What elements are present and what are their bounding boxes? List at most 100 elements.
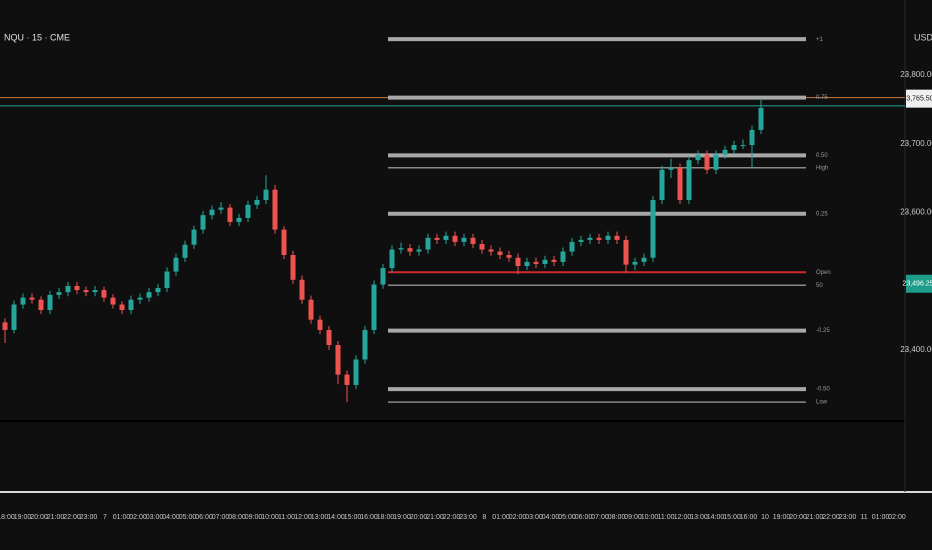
candle-body bbox=[704, 154, 710, 170]
level-label: +1 bbox=[816, 37, 824, 43]
x-tick-label: 10:00 bbox=[641, 514, 659, 521]
candle-body bbox=[398, 248, 404, 250]
candle-body bbox=[362, 329, 368, 360]
candle-body bbox=[677, 167, 683, 201]
candle-body bbox=[731, 145, 737, 150]
x-tick-label: 19:00 bbox=[393, 514, 411, 521]
price-label: 23,765.50 bbox=[902, 95, 932, 102]
x-tick-label: 16:00 bbox=[740, 514, 758, 521]
candle-body bbox=[569, 241, 575, 252]
candle-body bbox=[263, 189, 269, 201]
x-tick-label: 22:00 bbox=[822, 514, 840, 521]
candle-body bbox=[722, 149, 728, 155]
candle-body bbox=[317, 319, 323, 330]
candle-body bbox=[605, 235, 611, 240]
x-tick-label: 10 bbox=[761, 514, 769, 521]
x-tick-label: 13:00 bbox=[311, 514, 329, 521]
candle-body bbox=[713, 154, 719, 170]
candle-body bbox=[29, 297, 35, 300]
x-tick-label: 11:00 bbox=[658, 514, 675, 521]
x-tick-label: 14:00 bbox=[327, 514, 345, 521]
level-label: -0.25 bbox=[816, 328, 830, 334]
x-tick-label: 06:00 bbox=[195, 514, 213, 521]
candle-body bbox=[218, 207, 224, 210]
x-tick-label: 23:00 bbox=[80, 514, 98, 521]
candle-body bbox=[47, 294, 53, 311]
chart-title: NQU · 15 · CME bbox=[4, 32, 70, 42]
candle-body bbox=[758, 107, 764, 130]
x-tick-label: 02:00 bbox=[129, 514, 147, 521]
candle-body bbox=[227, 207, 233, 223]
candle-body bbox=[110, 297, 116, 305]
x-tick-label: 04:00 bbox=[162, 514, 180, 521]
level-label: 0.25 bbox=[816, 211, 828, 217]
candle-body bbox=[416, 249, 422, 252]
candle-body bbox=[191, 229, 197, 245]
candle-body bbox=[308, 299, 314, 320]
candle-body bbox=[290, 255, 296, 280]
candle-body bbox=[83, 290, 89, 293]
candle-body bbox=[488, 249, 494, 252]
x-tick-label: 01:00 bbox=[492, 514, 510, 521]
candle-body bbox=[38, 299, 44, 311]
y-tick-label: 23,400.00 bbox=[900, 345, 932, 354]
candle-body bbox=[11, 304, 17, 330]
x-tick-label: 08:00 bbox=[608, 514, 626, 521]
level-label: Open bbox=[816, 270, 831, 276]
x-tick-label: 03:00 bbox=[525, 514, 543, 521]
x-tick-label: 15:00 bbox=[723, 514, 741, 521]
candle-body bbox=[614, 235, 620, 240]
candle-body bbox=[281, 229, 287, 256]
x-tick-label: 22:00 bbox=[443, 514, 461, 521]
candle-body bbox=[515, 257, 521, 267]
candle-body bbox=[551, 259, 557, 262]
candle-body bbox=[173, 257, 179, 272]
candle-body bbox=[2, 322, 8, 330]
currency-label: USD bbox=[914, 32, 932, 42]
x-tick-label: 05:00 bbox=[558, 514, 576, 521]
x-tick-label: 21:00 bbox=[806, 514, 824, 521]
candle-body bbox=[695, 154, 701, 161]
x-tick-label: 20:00 bbox=[789, 514, 807, 521]
x-tick-label: 18:00 bbox=[0, 514, 15, 521]
candle-body bbox=[497, 251, 503, 256]
candle-body bbox=[524, 261, 530, 267]
candle-body bbox=[128, 299, 134, 311]
y-tick-label: 23,600.00 bbox=[900, 208, 932, 217]
candle-body bbox=[335, 345, 341, 375]
y-tick-label: 23,800.00 bbox=[900, 70, 932, 79]
x-tick-label: 12:00 bbox=[294, 514, 312, 521]
x-tick-label: 10:00 bbox=[261, 514, 279, 521]
x-tick-label: 20:00 bbox=[30, 514, 48, 521]
candle-body bbox=[686, 160, 692, 201]
x-tick-label: 04:00 bbox=[542, 514, 560, 521]
candle-body bbox=[659, 169, 665, 201]
candle-body bbox=[119, 304, 125, 311]
candle-body bbox=[101, 290, 107, 298]
x-tick-label: 11:00 bbox=[278, 514, 295, 521]
x-tick-label: 02:00 bbox=[888, 514, 906, 521]
candle-body bbox=[533, 261, 539, 264]
candle-body bbox=[434, 237, 440, 240]
candle-body bbox=[668, 167, 674, 170]
candle-body bbox=[425, 237, 431, 250]
candle-body bbox=[164, 271, 170, 289]
x-tick-label: 12:00 bbox=[674, 514, 692, 521]
x-tick-label: 09:00 bbox=[624, 514, 642, 521]
level-label: 50 bbox=[816, 283, 823, 289]
level-label: 0.50 bbox=[816, 153, 828, 159]
x-tick-label: 13:00 bbox=[690, 514, 708, 521]
x-tick-label: 18:00 bbox=[377, 514, 395, 521]
candle-body bbox=[344, 374, 350, 385]
candle-body bbox=[380, 268, 386, 285]
candle-body bbox=[200, 215, 206, 230]
candle-body bbox=[74, 285, 80, 291]
x-tick-label: 11 bbox=[860, 514, 867, 521]
candle-body bbox=[245, 204, 251, 218]
candle-body bbox=[182, 244, 188, 258]
price-label: 23,496.25 bbox=[902, 281, 932, 288]
candle-body bbox=[452, 235, 458, 242]
candle-body bbox=[587, 237, 593, 240]
x-tick-label: 19:00 bbox=[14, 514, 32, 521]
